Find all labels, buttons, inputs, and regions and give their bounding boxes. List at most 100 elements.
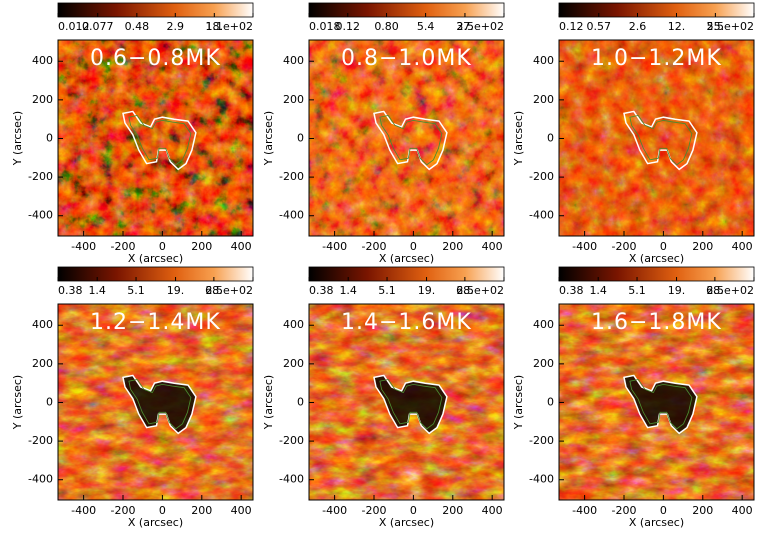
y-tick-label: -400	[28, 473, 53, 486]
region-outline	[623, 374, 698, 435]
y-tick-label: 0	[547, 131, 554, 144]
x-tick-label: 200	[692, 240, 713, 253]
x-tick-label: 200	[692, 504, 713, 517]
x-tick-label: 200	[442, 504, 463, 517]
colorbar-tick-label: 0.80	[374, 20, 399, 33]
colorbar-tick-label: 68.	[456, 284, 474, 297]
colorbar-tick-label: 1.4	[589, 284, 607, 297]
x-axis-label: X (arcsec)	[379, 252, 434, 265]
colorbar-tick-label: 68.	[706, 284, 724, 297]
region-outline	[373, 374, 448, 435]
colorbar-tick-label: 19.	[668, 284, 686, 297]
y-axis-label: Y (arcsec)	[512, 375, 525, 430]
panel: 0.8−1.0MK -400 -200 0 200 400 -400 -200 0 200 400 X…	[262, 2, 505, 265]
colorbar-tick-label: 2.6	[629, 20, 647, 33]
panel: 1.2−1.4MK -400 -200 0 200 400 -400 -200 0 200 400 X…	[11, 266, 254, 529]
x-tick-label: -200	[362, 240, 387, 253]
image	[58, 40, 253, 236]
y-tick-label: 400	[32, 54, 53, 67]
image	[309, 40, 504, 236]
y-tick-label: 0	[297, 395, 304, 408]
colorbar	[558, 266, 755, 282]
colorbar-tick-label: 1.1e+02	[206, 20, 253, 33]
colorbar-tick-label: 0.018	[309, 20, 341, 33]
y-tick-label: -400	[279, 473, 304, 486]
colorbar-tick-label: 2.5e+02	[707, 284, 754, 297]
region-outline	[373, 110, 448, 171]
region-inner	[629, 114, 693, 166]
y-tick-label: -200	[279, 434, 304, 447]
x-tick-label: -400	[71, 240, 96, 253]
region-outline	[122, 374, 197, 435]
y-tick-label: 0	[297, 131, 304, 144]
panel-title: 0.8−1.0MK	[341, 46, 472, 71]
y-tick-label: 400	[283, 318, 304, 331]
region-outline	[122, 110, 197, 171]
y-tick-label: 400	[533, 54, 554, 67]
y-axis-label: Y (arcsec)	[512, 111, 525, 166]
y-tick-label: -400	[28, 209, 53, 222]
colorbar-tick-label: 1.4	[339, 284, 357, 297]
colorbar-tick-label: 2.5e+02	[457, 284, 504, 297]
colorbar-tick-label: 37.	[456, 20, 474, 33]
x-tick-label: -200	[111, 504, 136, 517]
y-tick-label: 400	[533, 318, 554, 331]
region-inner	[379, 378, 443, 430]
x-axis-label: X (arcsec)	[128, 252, 183, 265]
colorbar	[308, 266, 505, 282]
x-axis-label: X (arcsec)	[379, 516, 434, 529]
colorbar-tick-label: 2.5e+02	[457, 20, 504, 33]
x-tick-label: 400	[482, 504, 503, 517]
panel-title: 1.4−1.6MK	[341, 310, 472, 335]
x-tick-label: 0	[660, 240, 667, 253]
y-tick-label: 200	[283, 357, 304, 370]
panel-title: 0.6−0.8MK	[90, 46, 221, 71]
region-inner	[128, 378, 192, 430]
y-tick-label: -200	[529, 434, 554, 447]
x-tick-label: 400	[482, 240, 503, 253]
x-tick-label: -400	[322, 504, 347, 517]
y-tick-label: -200	[28, 170, 53, 183]
x-tick-label: -400	[322, 240, 347, 253]
x-tick-label: 0	[159, 504, 166, 517]
x-tick-label: 200	[191, 504, 212, 517]
colorbar-tick-label: 0.077	[82, 20, 114, 33]
y-axis-label: Y (arcsec)	[262, 375, 275, 430]
y-tick-label: -400	[529, 473, 554, 486]
y-axis-label: Y (arcsec)	[11, 375, 24, 430]
x-tick-label: 400	[732, 240, 753, 253]
colorbar	[57, 266, 254, 282]
x-tick-label: 200	[191, 240, 212, 253]
x-axis-label: X (arcsec)	[629, 516, 684, 529]
y-tick-label: 200	[533, 93, 554, 106]
panel: 1.6−1.8MK -400 -200 0 200 400 -400 -200 0 200 400 X…	[512, 266, 755, 529]
x-tick-label: 400	[231, 240, 252, 253]
y-axis-label: Y (arcsec)	[262, 111, 275, 166]
colorbar-tick-label: 0.48	[125, 20, 150, 33]
y-tick-label: 200	[32, 357, 53, 370]
x-tick-label: 200	[442, 240, 463, 253]
colorbar-tick-label: 2.9	[167, 20, 185, 33]
y-tick-label: -200	[529, 170, 554, 183]
colorbar-tick-label: 5.1	[127, 284, 145, 297]
colorbar-tick-label: 0.012	[58, 20, 90, 33]
colorbar-tick-label: 0.38	[309, 284, 334, 297]
region-inner	[629, 378, 693, 430]
y-tick-label: 200	[32, 93, 53, 106]
panel: 0.6−0.8MK -400 -200 0 200 400 -400 -200 0 200 400 X…	[11, 2, 254, 265]
y-tick-label: 0	[46, 395, 53, 408]
x-tick-label: -400	[71, 504, 96, 517]
x-axis-label: X (arcsec)	[128, 516, 183, 529]
colorbar-tick-label: 18.	[206, 20, 224, 33]
panel: 1.4−1.6MK -400 -200 0 200 400 -400 -200 0 200 400 X…	[262, 266, 505, 529]
panel: 1.0−1.2MK -400 -200 0 200 400 -400 -200 0 200 400 X…	[512, 2, 755, 265]
y-tick-label: 200	[533, 357, 554, 370]
x-tick-label: 0	[159, 240, 166, 253]
x-tick-label: -200	[111, 240, 136, 253]
colorbar-tick-label: 0.57	[587, 20, 612, 33]
colorbar-tick-label: 0.12	[559, 20, 584, 33]
y-tick-label: 400	[283, 54, 304, 67]
x-tick-label: -200	[612, 504, 637, 517]
colorbar	[558, 2, 755, 18]
